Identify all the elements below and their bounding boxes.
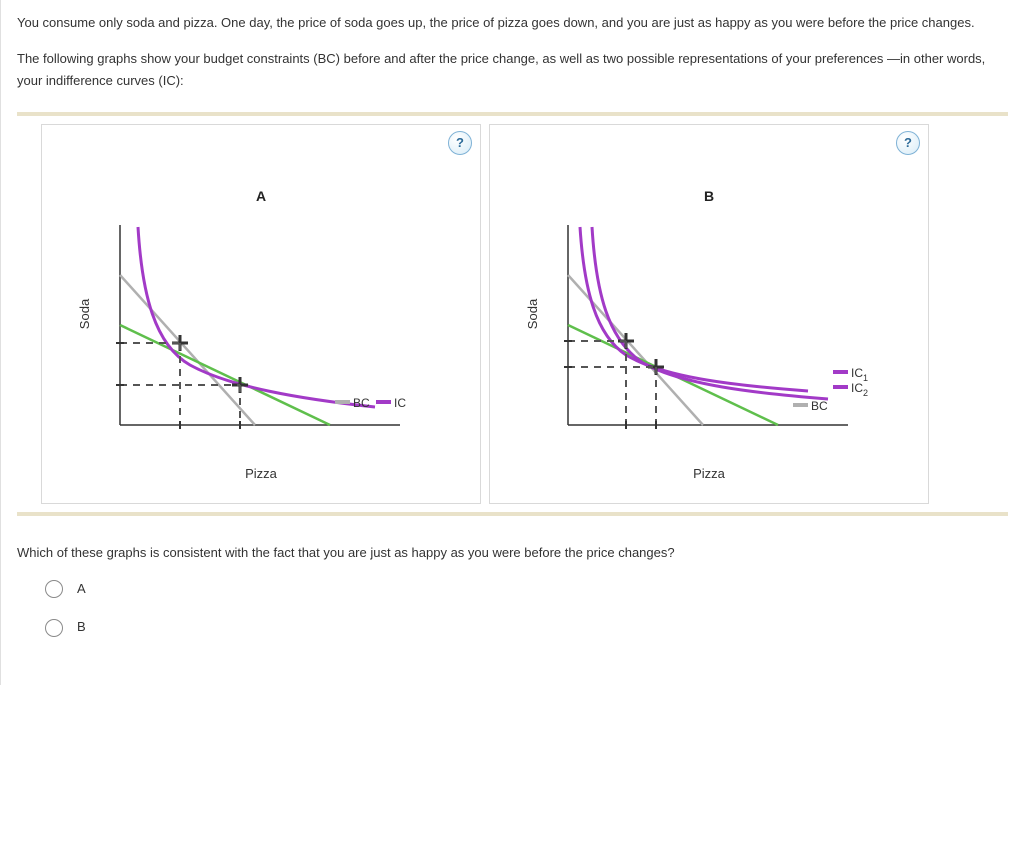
divider-top (17, 112, 1008, 116)
intro-paragraph-1: You consume only soda and pizza. One day… (17, 12, 1008, 34)
chart-b-x-label: Pizza (490, 463, 928, 485)
chart-panel-b: ? B Soda Pizza (489, 124, 929, 504)
chart-a-y-label: Soda (74, 299, 96, 329)
radio-option-a[interactable]: A (45, 578, 1008, 600)
charts-row: ? A Soda Pizza (41, 124, 1008, 504)
help-icon-glyph: ? (904, 132, 912, 154)
chart-a-title: A (42, 185, 480, 209)
radio-circle-icon[interactable] (45, 580, 63, 598)
chart-a-legend-ic: IC (394, 396, 406, 410)
chart-a-svg: BC IC (100, 215, 460, 455)
chart-b-legend-ic2: IC2 (851, 381, 868, 398)
chart-b-y-label: Soda (522, 299, 544, 329)
radio-option-b[interactable]: B (45, 616, 1008, 638)
help-icon[interactable]: ? (448, 131, 472, 155)
chart-b-legend-bc: BC (811, 399, 828, 413)
radio-list: A B (45, 578, 1008, 638)
question-block: Which of these graphs is consistent with… (17, 542, 1008, 638)
intro-block: You consume only soda and pizza. One day… (17, 12, 1008, 92)
radio-circle-icon[interactable] (45, 619, 63, 637)
help-icon[interactable]: ? (896, 131, 920, 155)
chart-panel-a: ? A Soda Pizza (41, 124, 481, 504)
radio-label-b: B (77, 616, 86, 638)
radio-label-a: A (77, 578, 86, 600)
chart-a-x-label: Pizza (42, 463, 480, 485)
chart-b-svg: IC1 IC2 BC (548, 215, 908, 455)
divider-bottom (17, 512, 1008, 516)
page-container: You consume only soda and pizza. One day… (0, 0, 1024, 685)
question-text: Which of these graphs is consistent with… (17, 542, 1008, 564)
chart-b-title: B (490, 185, 928, 209)
help-icon-glyph: ? (456, 132, 464, 154)
chart-a-legend-bc: BC (353, 396, 370, 410)
intro-paragraph-2: The following graphs show your budget co… (17, 48, 1008, 92)
